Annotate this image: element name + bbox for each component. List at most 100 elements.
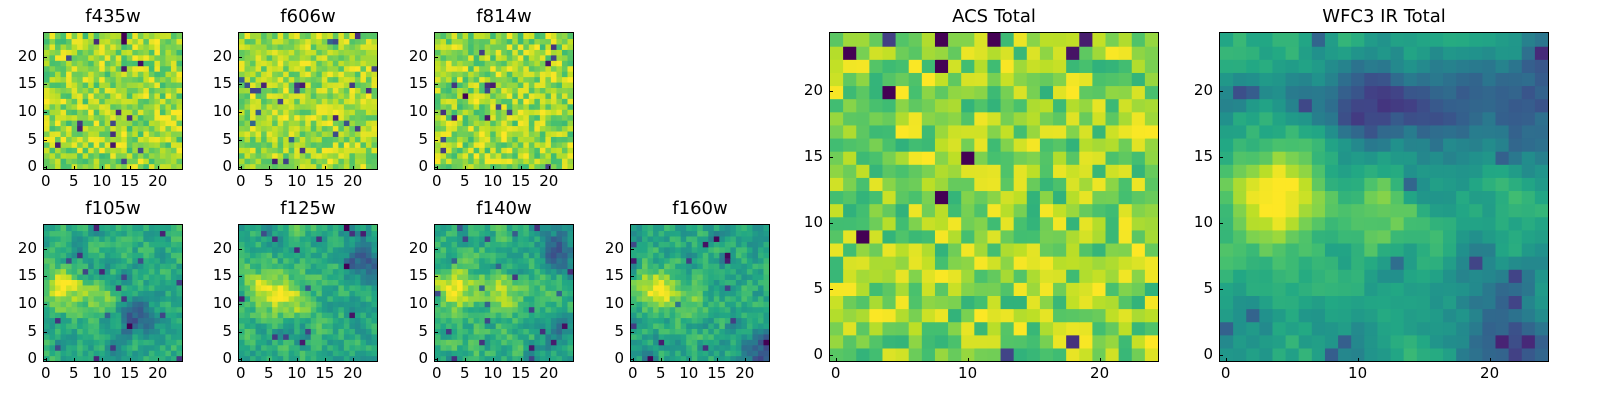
heatmap-cell [159,230,167,237]
heatmap-cell [132,263,139,270]
heatmap-cell [272,246,279,253]
heatmap-cell [528,163,535,169]
heatmap-cell [1144,347,1158,361]
heatmap-cell [653,235,660,242]
heatmap-cell [1131,347,1146,361]
heatmap-cell [987,216,1002,231]
heatmap-cell [288,344,295,351]
heatmap-cell [473,60,480,67]
heatmap-cell [305,235,312,242]
heatmap-cell [479,60,486,67]
heatmap-cell [934,321,949,336]
heatmap-cell [631,322,638,329]
heatmap-cell [354,317,362,324]
heatmap-cell [266,295,273,302]
heatmap-cell [708,241,715,248]
heatmap-cell [669,339,676,346]
heatmap-cell [126,252,133,259]
heatmap-cell [961,164,975,178]
heatmap-cell [277,333,284,340]
heatmap-cell [1000,256,1015,270]
heatmap-cell [283,235,290,242]
heatmap-cell [1092,308,1107,323]
heatmap-cell [462,322,469,329]
heatmap-cell [159,290,167,297]
heatmap-cell [99,49,106,56]
heatmap-cell [99,147,106,154]
heatmap-cell [99,263,106,270]
heatmap-cell [1013,137,1028,152]
heatmap-cell [349,60,356,67]
heatmap-cell [446,87,453,94]
heatmap-cell [266,328,273,335]
heatmap-cell [310,103,317,110]
heatmap-cell [473,284,480,291]
heatmap-cell [435,120,442,127]
heatmap-cell [104,163,111,169]
heatmap-cell [250,120,257,127]
heatmap-cell [948,151,962,165]
heatmap-cell [239,71,246,78]
heatmap-cell [730,290,737,297]
heatmap-cell [642,230,649,237]
heatmap-cell [159,252,167,259]
heatmap-cell [735,279,742,286]
heatmap-cell [159,98,167,105]
heatmap-cell [713,263,720,270]
heatmap-cell [484,290,491,297]
heatmap-cell [869,256,884,270]
heatmap-cell [1026,242,1041,257]
heatmap-cell [343,333,350,340]
heatmap-cell [354,344,362,351]
heatmap-cell [165,322,172,329]
heatmap-cell [512,268,519,275]
heatmap-cell [1092,321,1107,336]
heatmap-cell [869,151,884,165]
x-tick-label: 5 [460,364,470,382]
heatmap-cell [495,241,502,248]
heatmap-cell [556,109,563,116]
heatmap-cell [55,130,62,137]
heatmap-cell [545,120,552,127]
heatmap-cell [1131,124,1146,139]
heatmap-cell [143,43,150,50]
heatmap-cell [473,344,480,351]
heatmap-cell [495,235,502,242]
heatmap-cell [730,252,737,259]
x-tick-label: 20 [343,364,363,382]
heatmap-cell [664,230,671,237]
heatmap-cell [556,284,563,291]
heatmap-cell [490,141,497,148]
heatmap-cell [93,257,100,264]
heatmap-cell [719,241,726,248]
heatmap-cell [343,230,350,237]
heatmap-cell [517,225,524,232]
heatmap-cell [261,152,268,159]
heatmap-cell [321,87,328,94]
heatmap-cell [987,137,1002,152]
heatmap-cell [708,355,715,361]
heatmap-cell [371,60,377,67]
heatmap-cell [272,65,279,72]
heatmap-cell [159,43,167,50]
heatmap-cell [371,125,377,132]
heatmap-cell [261,241,268,248]
heatmap-cell [115,344,122,351]
heatmap-cell [176,225,182,232]
heatmap-cell [1013,347,1028,361]
heatmap-cell [1105,334,1120,349]
heatmap-cell [545,43,552,50]
heatmap-cell [697,290,704,297]
heatmap-cell [484,279,491,286]
heatmap-cell [468,333,475,340]
heatmap-cell [528,92,535,99]
heatmap-cell [636,339,643,346]
panel-f105w: f105w 0 5 10 15 20 0 5 10 15 20 [18,198,183,386]
heatmap-cell [664,246,671,253]
heatmap-cell [115,273,122,280]
heatmap-cell [561,333,569,340]
heatmap-cell [148,54,155,61]
heatmap-cell [675,295,682,302]
heatmap-cell [691,257,698,264]
heatmap-cell [636,268,643,275]
